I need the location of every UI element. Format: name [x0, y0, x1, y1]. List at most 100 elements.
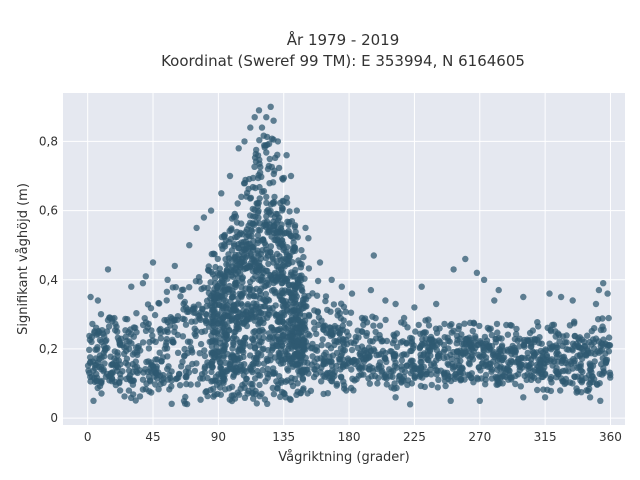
data-point	[333, 362, 340, 370]
data-point	[298, 357, 305, 365]
data-point	[205, 289, 213, 297]
data-point	[537, 365, 544, 373]
data-point	[253, 285, 260, 292]
data-point	[164, 276, 171, 283]
data-point	[284, 307, 291, 314]
data-point	[261, 221, 268, 228]
data-point	[470, 348, 477, 355]
data-point	[492, 335, 499, 343]
data-point	[364, 351, 372, 358]
data-point	[278, 379, 285, 386]
data-point	[101, 346, 109, 353]
y-axis-ticks: 0 0,2 0,4 0,6 0,8	[39, 134, 58, 425]
data-point	[250, 328, 257, 336]
data-point	[231, 253, 238, 261]
data-point	[230, 392, 237, 399]
data-point	[184, 338, 192, 345]
data-point	[530, 349, 537, 356]
data-point	[300, 337, 308, 344]
data-point	[581, 342, 588, 350]
data-point	[457, 375, 464, 383]
data-point	[318, 378, 325, 385]
data-point	[146, 338, 153, 346]
data-point	[398, 363, 405, 370]
data-point	[157, 329, 164, 337]
data-point	[256, 183, 263, 191]
data-point	[481, 333, 489, 341]
data-point	[139, 339, 147, 346]
data-point	[152, 356, 159, 363]
data-point	[425, 339, 432, 346]
data-point	[116, 379, 123, 387]
data-point	[94, 297, 102, 304]
data-point	[97, 311, 105, 318]
data-point	[233, 365, 240, 372]
data-point	[313, 330, 320, 338]
data-point	[376, 322, 384, 329]
data-point	[149, 259, 157, 266]
y-axis-label: Signifikant våghöjd (m)	[16, 183, 31, 335]
data-point	[226, 317, 233, 325]
data-point	[258, 124, 266, 131]
data-point	[546, 290, 553, 297]
data-point	[201, 352, 209, 360]
data-point	[260, 303, 268, 310]
data-point	[423, 371, 430, 378]
data-point	[411, 304, 418, 311]
data-point	[102, 338, 109, 345]
data-point	[530, 368, 537, 375]
data-point	[365, 344, 373, 351]
data-points	[84, 103, 614, 408]
data-point	[403, 339, 410, 346]
data-point	[587, 363, 595, 370]
data-point	[298, 247, 305, 254]
data-point	[409, 357, 416, 364]
data-point	[250, 213, 257, 220]
data-point	[329, 371, 337, 378]
data-point	[309, 353, 316, 360]
data-point	[354, 327, 361, 334]
data-point	[174, 349, 182, 356]
data-point	[374, 380, 381, 387]
data-point	[345, 357, 352, 364]
data-point	[241, 334, 249, 342]
data-point	[272, 154, 279, 161]
data-point	[592, 300, 600, 308]
data-point	[86, 336, 94, 344]
data-point	[245, 315, 252, 322]
data-point	[130, 324, 138, 331]
data-point	[355, 357, 362, 365]
data-point	[142, 366, 149, 373]
data-point	[151, 373, 158, 380]
data-point	[328, 378, 336, 385]
data-point	[163, 288, 171, 295]
data-point	[408, 338, 416, 345]
data-point	[203, 311, 210, 319]
data-point	[270, 117, 277, 124]
data-point	[301, 324, 309, 332]
data-point	[480, 276, 488, 283]
data-point	[594, 348, 601, 355]
data-point	[286, 395, 293, 402]
data-point	[470, 319, 477, 326]
data-point	[418, 364, 425, 371]
data-point	[465, 360, 473, 367]
data-point	[151, 311, 159, 319]
data-point	[409, 345, 417, 352]
data-point	[191, 367, 199, 375]
data-point	[264, 365, 271, 373]
data-point	[462, 255, 469, 263]
data-point	[263, 213, 270, 220]
data-point	[331, 322, 339, 330]
data-point	[178, 363, 185, 370]
data-point	[169, 284, 176, 291]
data-point	[255, 107, 263, 114]
data-point	[258, 278, 265, 285]
data-point	[197, 396, 204, 403]
data-point	[473, 269, 481, 276]
data-point	[241, 138, 248, 145]
data-point	[203, 303, 210, 310]
data-point	[133, 310, 140, 317]
data-point	[228, 247, 236, 254]
data-point	[159, 354, 167, 361]
